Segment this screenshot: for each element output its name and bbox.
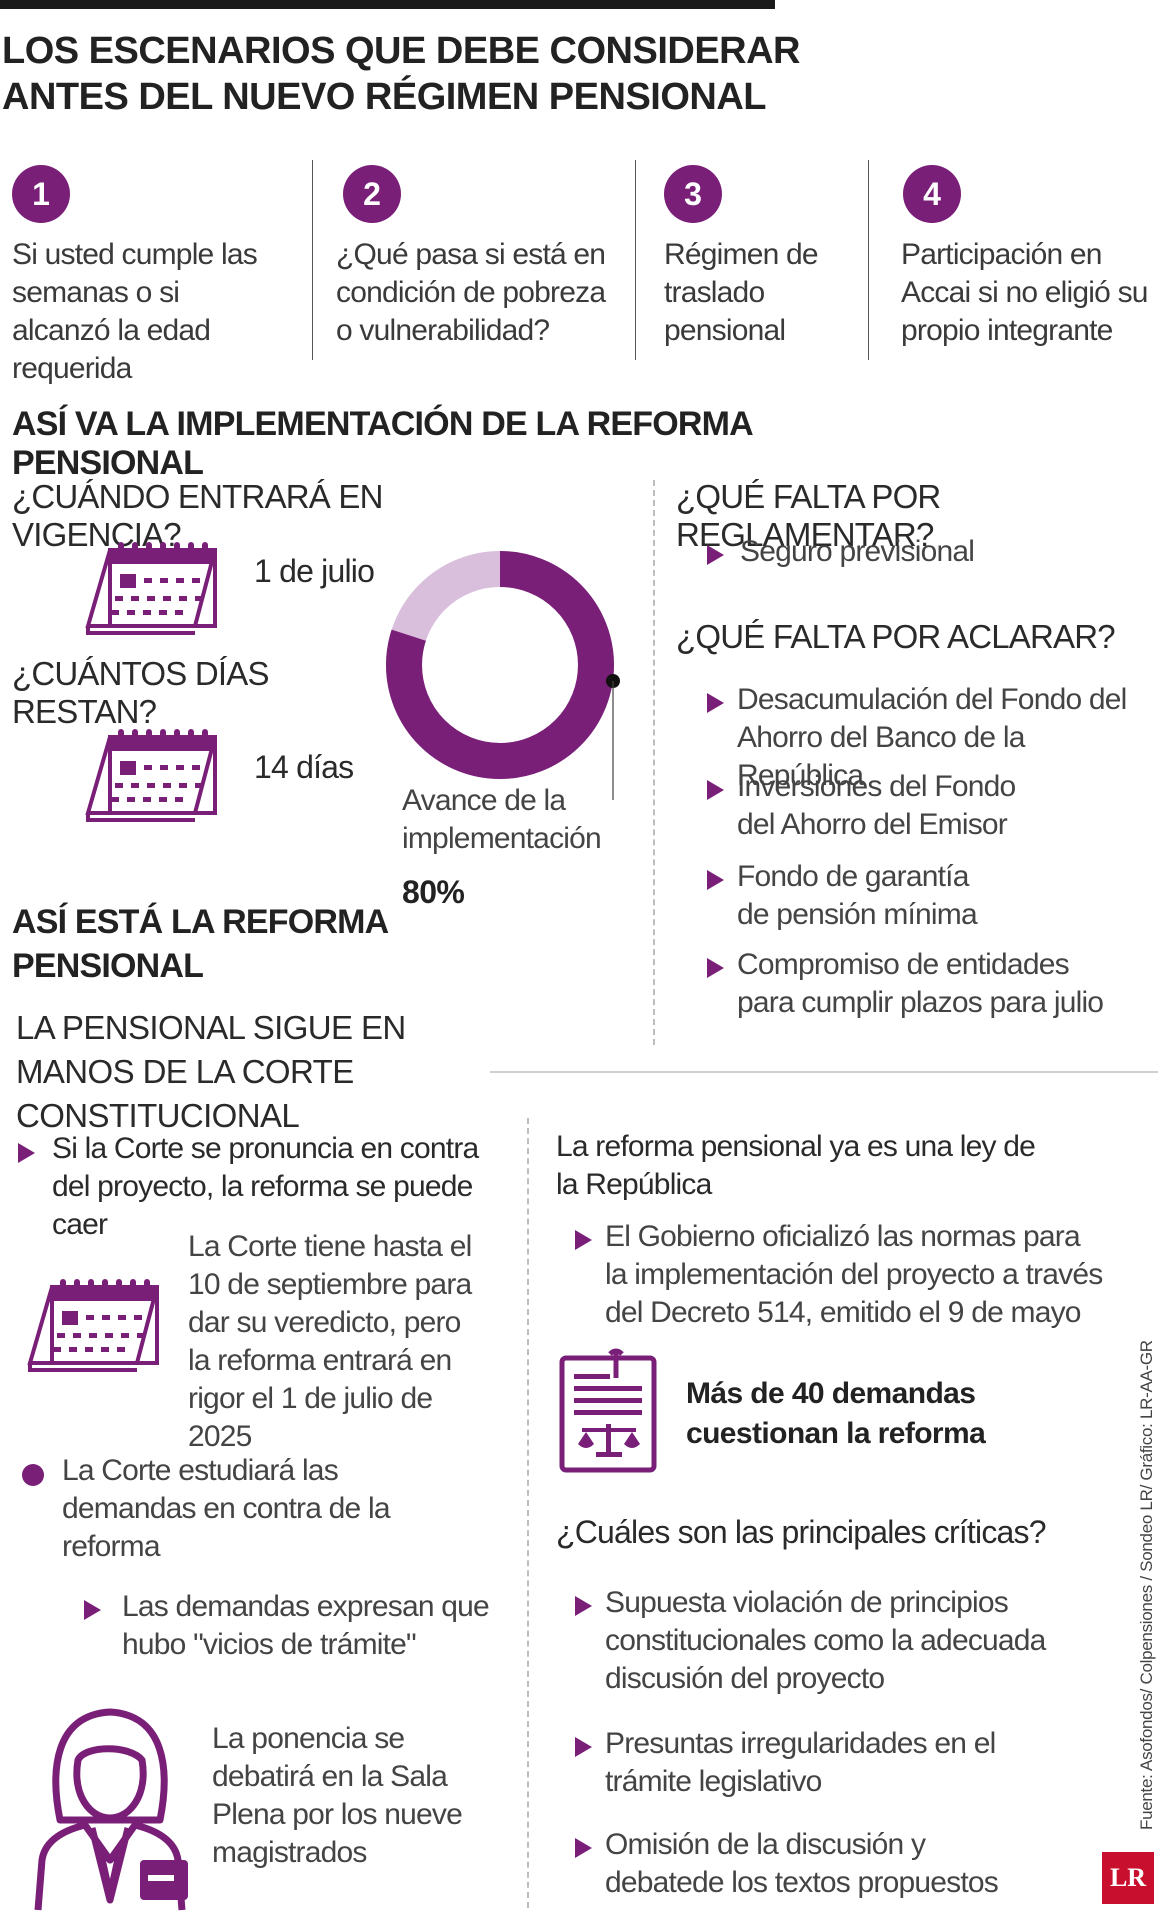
calendar-icon (85, 542, 217, 635)
decree-text: El Gobierno oficializó las normas para l… (605, 1220, 1103, 1329)
critic-item: Supuesta violación de principios constit… (605, 1586, 1046, 1695)
when-answer: 1 de julio (254, 553, 375, 589)
bullet-icon (18, 1143, 35, 1163)
when-question: ¿CUÁNDO ENTRARÁ EN VIGENCIA? (12, 478, 383, 553)
court-against-text: Si la Corte se pronuncia en contra del p… (52, 1132, 479, 1241)
law-heading: La reforma pensional ya es una ley de la… (556, 1130, 1036, 1201)
clarify-item: Inversiones del Fondo del Ahorro del Emi… (737, 770, 1016, 841)
scenario-divider (635, 160, 636, 360)
bullet-icon (575, 1230, 592, 1250)
regulate-item: Seguro previsional (740, 535, 975, 568)
bullet-icon (707, 780, 724, 800)
scenario-text-1: Si usted cumple las semanas o si alcanzó… (12, 238, 258, 385)
scenario-text-4: Participación en Accai si no eligió su p… (901, 238, 1148, 347)
demands-vices-text: Las demandas expresan que hubo "vicios d… (122, 1590, 490, 1661)
scenario-number-4: 4 (903, 165, 961, 223)
court-deadline-text: La Corte tiene hasta el 10 de septiembre… (188, 1230, 472, 1453)
clarify-item: Compromiso de entidades para cumplir pla… (737, 948, 1104, 1019)
critic-item: Presuntas irregularidades en el trámite … (605, 1727, 996, 1798)
progress-value: 80% (402, 874, 465, 910)
page-title: LOS ESCENARIOS QUE DEBE CONSIDERAR ANTES… (2, 30, 801, 118)
reform-status-heading: ASÍ ESTÁ LA REFORMA PENSIONAL (12, 903, 388, 985)
days-answer: 14 días (254, 749, 354, 785)
progress-donut (386, 551, 620, 800)
lr-logo: LR (1102, 1852, 1154, 1904)
scenario-number-1: 1 (12, 165, 70, 223)
scenario-text-2: ¿Qué pasa si está en condición de pobrez… (336, 238, 606, 347)
implementation-heading: ASÍ VA LA IMPLEMENTACIÓN DE LA REFORMA P… (12, 405, 752, 482)
column-divider (653, 480, 655, 1045)
leader-line (612, 681, 614, 800)
progress-label: Avance de la implementación (402, 784, 602, 855)
clarify-question: ¿QUÉ FALTA POR ACLARAR? (676, 618, 1116, 655)
demands-count-text: Más de 40 demandas cuestionan la reforma (686, 1377, 986, 1450)
bullet-icon (707, 545, 724, 565)
source-credit: Fuente: Asofondos/ Colpensiones / Sondeo… (1137, 1340, 1156, 1830)
legal-document-icon (559, 1348, 657, 1473)
court-study-text: La Corte estudiará las demandas en contr… (62, 1454, 391, 1563)
clarify-item: Fondo de garantía de pensión mínima (737, 860, 978, 931)
scenario-text-3: Régimen de traslado pensional (664, 238, 819, 347)
bullet-icon (707, 693, 724, 713)
bullet-icon (707, 870, 724, 890)
section-divider (490, 1071, 1158, 1073)
scenario-divider (868, 160, 869, 360)
bullet-icon (707, 958, 724, 978)
bullet-icon (575, 1838, 592, 1858)
reform-status-subheading: LA PENSIONAL SIGUE EN MANOS DE LA CORTE … (16, 1009, 406, 1134)
ponencia-text: La ponencia se debatirá en la Sala Plena… (212, 1722, 463, 1869)
bullet-icon (84, 1600, 101, 1620)
column-divider (527, 1118, 529, 1908)
scenario-divider (312, 160, 313, 360)
critics-question: ¿Cuáles son las principales críticas? (556, 1514, 1047, 1550)
bullet-dot-icon (22, 1464, 44, 1486)
progress-arc (386, 551, 614, 779)
bullet-icon (575, 1737, 592, 1757)
clarify-item: Desacumulación del Fondo del Ahorro del … (737, 683, 1127, 792)
days-question: ¿CUÁNTOS DÍAS RESTAN? (12, 655, 270, 730)
judge-icon (34, 1708, 188, 1911)
scenario-number-3: 3 (664, 165, 722, 223)
calendar-icon (85, 729, 217, 822)
bullet-icon (575, 1596, 592, 1616)
critic-item: Omisión de la discusión y debatede los t… (605, 1828, 999, 1899)
calendar-icon (27, 1279, 159, 1372)
scenario-number-2: 2 (343, 165, 401, 223)
top-rule (0, 0, 775, 9)
